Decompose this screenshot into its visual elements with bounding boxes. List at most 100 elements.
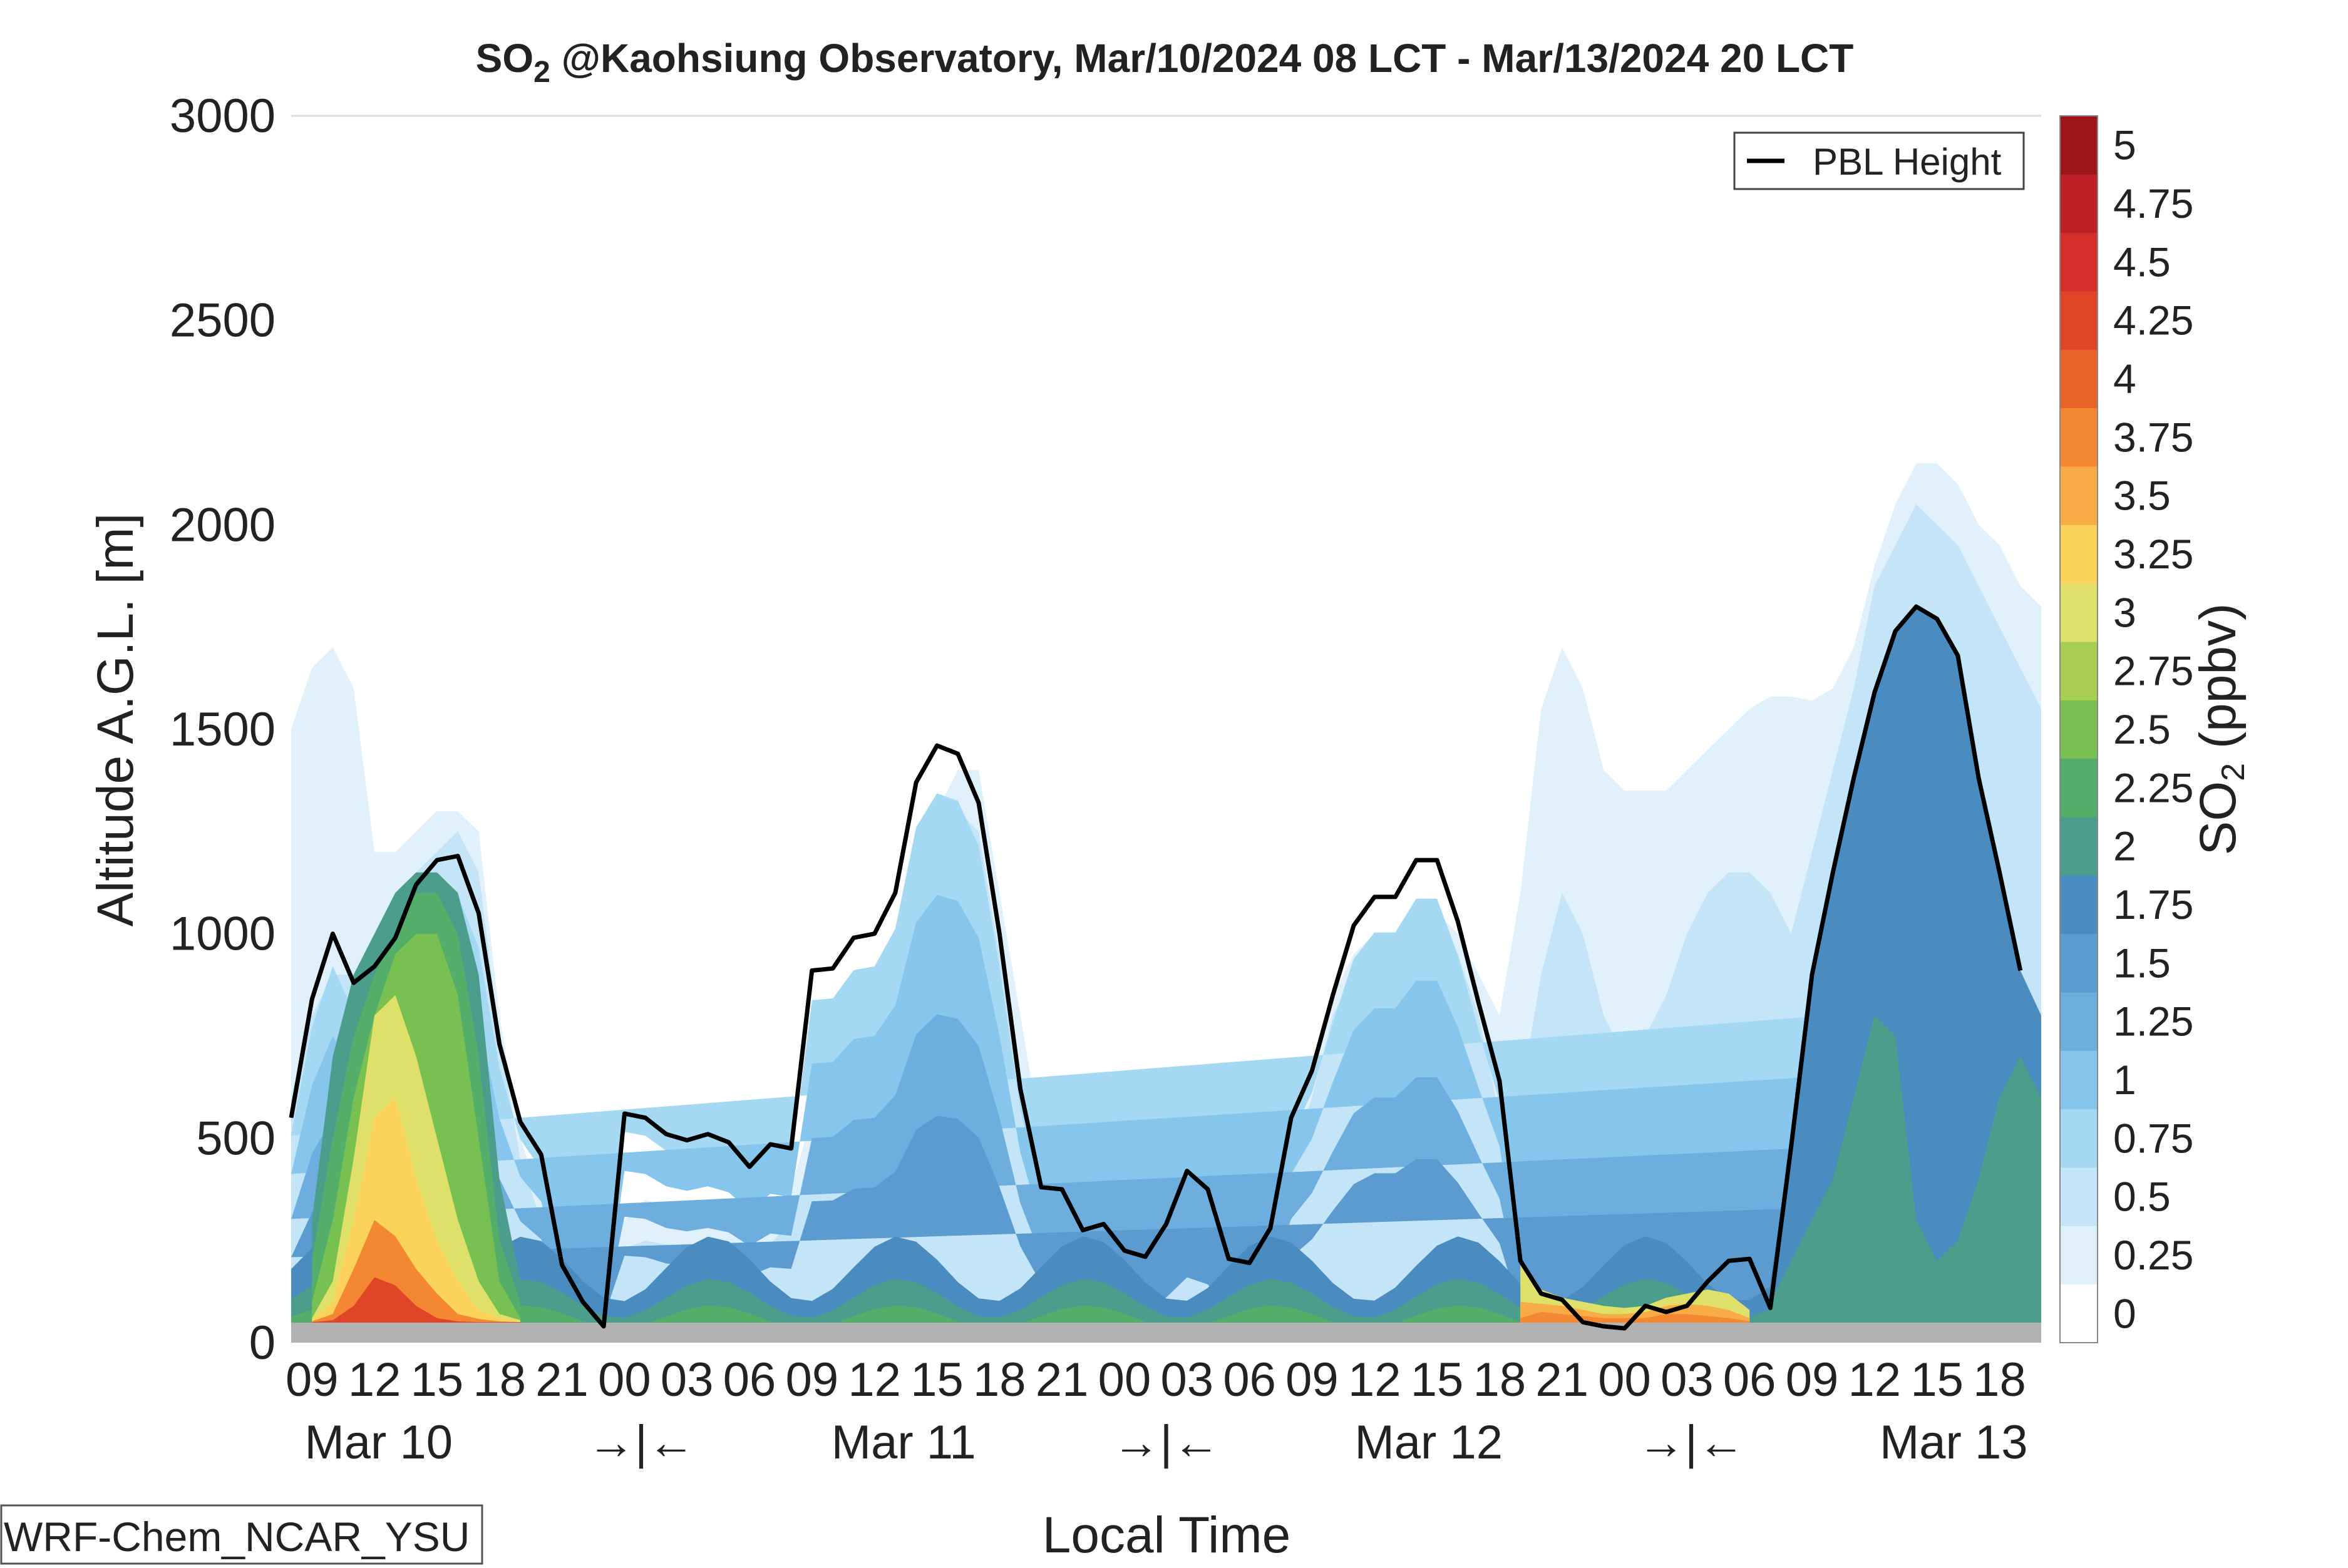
colorbar-swatches [2060,116,2098,1343]
colorbar-swatch [2060,174,2098,233]
x-tick-label: 00 [1598,1353,1651,1407]
colorbar-swatch [2060,875,2098,935]
x-tick-label: 15 [1910,1353,1964,1407]
x-tick-label: 09 [286,1353,339,1407]
colorbar-swatch [2060,933,2098,993]
y-axis-label: Altitude A.G.L. [m] [87,513,144,927]
colorbar-tick-label: 2.25 [2113,764,2193,811]
x-tick-label: 09 [1786,1353,1839,1407]
colorbar-swatch [2060,992,2098,1051]
colorbar-swatch [2060,1050,2098,1110]
x-tick-label: 06 [723,1353,776,1407]
x-axis-label: Local Time [1043,1507,1291,1564]
y-tick-label: 2000 [170,498,275,551]
x-tick-label: 03 [661,1353,714,1407]
x-tick-label: 03 [1661,1353,1714,1407]
y-tick-label: 0 [249,1316,275,1370]
x-tick-label: 12 [848,1353,901,1407]
colorbar-swatch [2060,642,2098,700]
plot-area [289,115,2041,1343]
colorbar-tick-label: 2 [2113,823,2136,869]
x-tick-label: 18 [1473,1353,1527,1407]
colorbar-tick-label: 1.25 [2113,998,2193,1045]
x-tick-label: 18 [473,1353,526,1407]
x-day-label: →|← [1637,1416,1745,1469]
x-tick-label: 21 [1535,1353,1589,1407]
colorbar-swatch [2060,232,2098,292]
x-tick-label: 00 [598,1353,651,1407]
colorbar-tick-label: 3 [2113,589,2136,635]
x-tick-label: 03 [1161,1353,1214,1407]
colorbar-tick-label: 2.5 [2113,706,2171,752]
colorbar-ticklabels: 0 0.25 0.5 0.75 1 1.25 1.5 1.75 2 2.25 2.5 2.75 3 3.2… [2113,122,2193,1337]
colorbar-swatch [2060,116,2098,175]
colorbar-swatch [2060,525,2098,584]
colorbar-tick-label: 1.75 [2113,881,2193,928]
colorbar-tick-label: 1.5 [2113,940,2171,986]
colorbar-frame [2059,115,2098,1343]
colorbar-swatch [2060,1226,2098,1285]
colorbar-swatch [2060,583,2098,642]
x-day-label: →|← [1113,1416,1220,1469]
x-tick-label: 21 [1036,1353,1089,1407]
colorbar-tick-label: 0 [2113,1290,2136,1336]
colorbar-tick-label: 1 [2113,1057,2136,1103]
x-day-label: Mar 13 [1880,1416,2028,1469]
colorbar-tick-label: 4 [2113,356,2136,402]
pbl-height-line [289,604,2023,1331]
x-tick-label: 15 [411,1353,464,1407]
x-axis-day-labels: Mar 10 →|← Mar 11 →|← Mar 12 →|← Mar 13 [304,1416,2027,1469]
legend-label: PBL Height [1813,141,2002,183]
x-tick-label: 00 [1098,1353,1151,1407]
x-tick-label: 21 [535,1353,589,1407]
colorbar-swatch [2060,758,2098,817]
colorbar-tick-label: 5 [2113,122,2136,168]
x-tick-label: 09 [786,1353,839,1407]
colorbar-tick-label: 4.5 [2113,238,2171,285]
colorbar-label: SO2 (ppbv) [2190,603,2252,856]
colorbar-swatch [2060,700,2098,759]
y-tick-label: 3000 [170,90,275,143]
colorbar-swatch [2060,407,2098,467]
colorbar-tick-label: 0.75 [2113,1115,2193,1161]
x-tick-label: 15 [1411,1353,1464,1407]
x-tick-label: 06 [1723,1353,1776,1407]
contour-band-mar13 [1770,607,2041,1343]
colorbar-swatch [2060,291,2098,350]
y-tick-label: 1500 [170,703,275,756]
x-tick-label: 12 [1348,1353,1401,1407]
x-tick-label: 09 [1285,1353,1339,1407]
colorbar-swatch [2060,349,2098,409]
colorbar-tick-label: 3.5 [2113,473,2171,519]
x-tick-label: 18 [973,1353,1026,1407]
y-axis-ticks: 0 500 1000 1500 2000 2500 3000 [170,90,275,1370]
x-tick-label: 06 [1223,1353,1276,1407]
x-tick-label: 15 [910,1353,964,1407]
colorbar-swatch [2060,817,2098,876]
model-tag-box [0,1504,483,1565]
colorbar-tick-label: 4.75 [2113,180,2193,227]
colorbar-swatch [2060,1284,2098,1343]
model-tag-label: WRF-Chem_NCAR_YSU [4,1514,470,1560]
colorbar-swatch [2060,1167,2098,1226]
ground-layer [291,1323,2041,1343]
x-day-label: Mar 12 [1354,1416,1503,1469]
x-axis-ticks: 09 12 15 18 21 00 03 06 09 12 15 18 21 00 03 06 09 12 15 18… [286,1353,2026,1407]
y-tick-label: 1000 [170,908,275,961]
x-day-label: Mar 10 [304,1416,453,1469]
colorbar-tick-label: 3.75 [2113,414,2193,460]
model-tag: WRF-Chem_NCAR_YSU [0,1504,483,1565]
colorbar-tick-label: 0.5 [2113,1174,2171,1220]
legend: PBL Height [1733,131,2025,190]
x-tick-label: 12 [348,1353,401,1407]
x-tick-label: 18 [1973,1353,2026,1407]
x-day-label: Mar 11 [832,1416,976,1469]
x-day-label: →|← [587,1416,695,1469]
colorbar-swatch [2060,466,2098,525]
contour-band-mar13 [1770,1015,2041,1343]
colorbar: 0 0.25 0.5 0.75 1 1.25 1.5 1.75 2 2.25 2.5 2.75 3 3.2… [2059,115,2252,1343]
chart-title: SO2 @Kaohsiung Observatory, Mar/10/2024 … [476,36,1854,89]
x-tick-label: 12 [1848,1353,1902,1407]
